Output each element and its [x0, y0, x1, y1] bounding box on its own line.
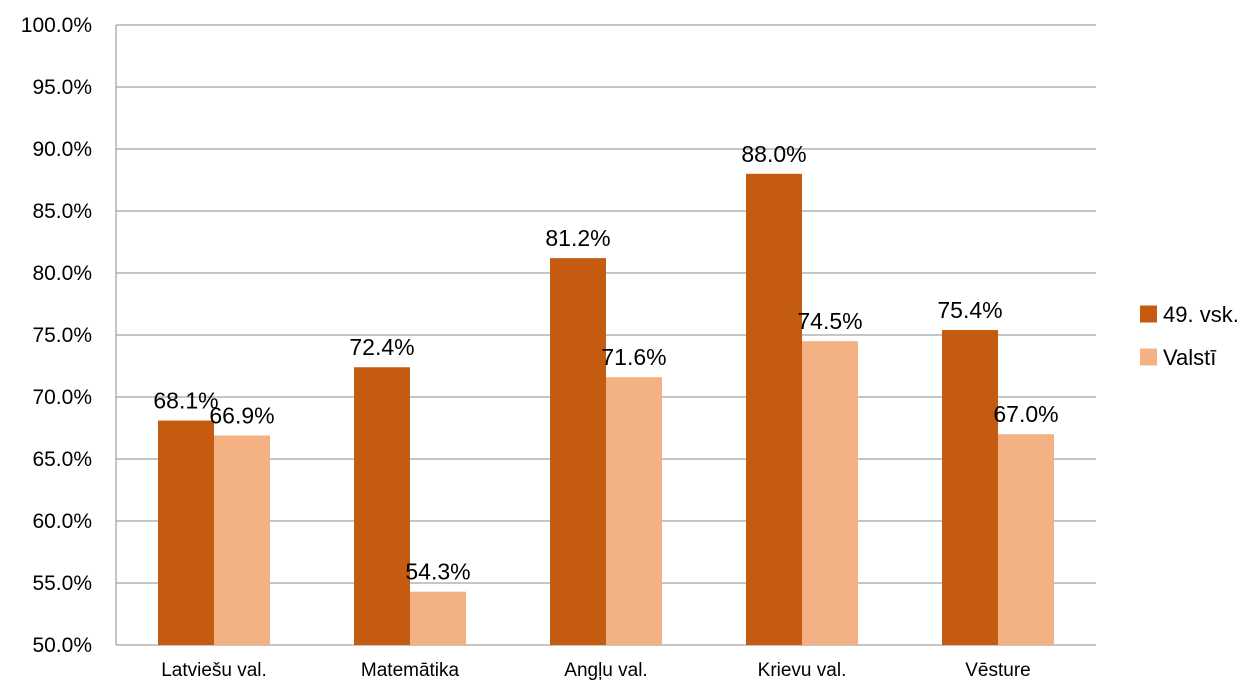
bar [354, 367, 410, 645]
bar [214, 435, 270, 645]
x-category-label: Latviešu val. [161, 660, 267, 681]
y-tick-label: 50.0% [32, 634, 92, 657]
y-tick-label: 70.0% [32, 386, 92, 409]
y-tick-label: 95.0% [32, 76, 92, 99]
data-label: 75.4% [937, 297, 1002, 323]
x-category-label: Krievu val. [758, 660, 847, 681]
data-label: 72.4% [349, 334, 414, 360]
data-label: 66.9% [209, 402, 274, 428]
data-label: 81.2% [545, 225, 610, 251]
data-label: 67.0% [993, 401, 1058, 427]
bar [942, 330, 998, 645]
bar [158, 420, 214, 645]
y-tick-label: 100.0% [21, 14, 92, 37]
legend-label: 49. vsk. [1163, 302, 1239, 327]
bar [802, 341, 858, 645]
x-axis-categories: Latviešu val. Matemātika Angļu val. Krievu … [161, 660, 1031, 681]
bar [746, 173, 802, 646]
y-tick-label: 65.0% [32, 448, 92, 471]
x-category-label: Vēsture [965, 660, 1030, 681]
legend-label: Valstī [1163, 345, 1217, 370]
bars [158, 173, 1054, 646]
legend: 49. vsk. Valstī [1140, 302, 1239, 370]
data-label: 71.6% [601, 344, 666, 370]
data-label: 68.1% [153, 388, 218, 414]
data-labels: 68.1%66.9% 72.4% 54.3% 81.2% 71.6% 88.0% 74.5%… [153, 141, 1058, 585]
y-tick-label: 85.0% [32, 200, 92, 223]
bar [550, 258, 606, 645]
bar [998, 434, 1054, 645]
y-tick-label: 90.0% [32, 138, 92, 161]
y-axis-ticks: 50.0% 55.0% 60.0% 65.0% 70.0% 75.0% 80.0% 85.0%… [21, 14, 92, 657]
legend-swatch [1140, 348, 1157, 366]
data-label: 88.0% [741, 141, 806, 167]
bar [410, 591, 466, 645]
data-label: 74.5% [797, 308, 862, 334]
x-category-label: Angļu val. [564, 660, 647, 681]
y-tick-label: 60.0% [32, 510, 92, 533]
legend-swatch [1140, 305, 1157, 323]
data-label: 54.3% [405, 559, 470, 585]
y-tick-label: 80.0% [32, 262, 92, 285]
bar [606, 377, 662, 645]
y-tick-label: 75.0% [32, 324, 92, 347]
y-tick-label: 55.0% [32, 572, 92, 595]
x-category-label: Matemātika [361, 660, 460, 681]
